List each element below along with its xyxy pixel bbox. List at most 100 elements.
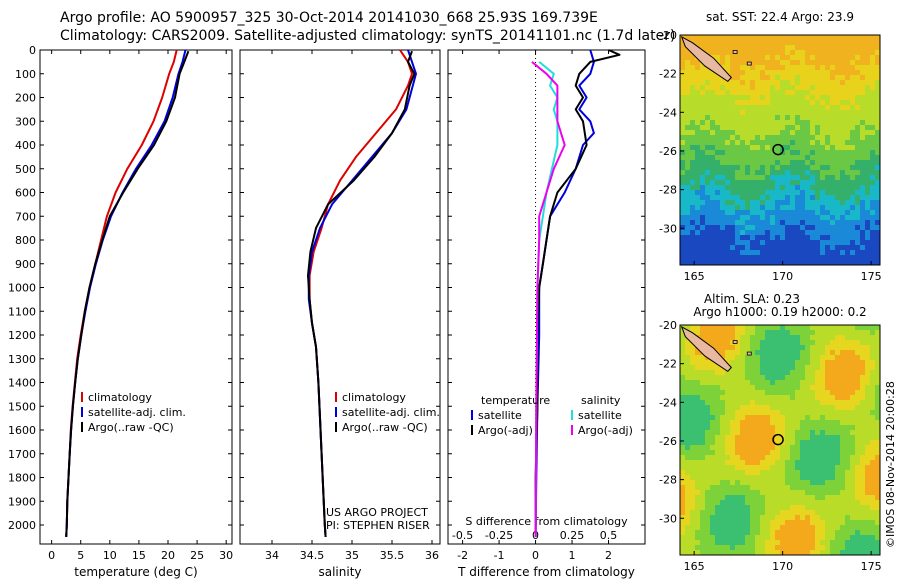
series-line	[531, 61, 566, 537]
x-tick-label: 35	[345, 549, 359, 562]
map-cell	[855, 235, 860, 240]
map-cell	[695, 195, 700, 200]
map-cell	[720, 115, 725, 120]
map-cell	[770, 90, 775, 95]
map-cell	[700, 405, 705, 410]
map-cell	[755, 260, 760, 265]
map-cell	[770, 180, 775, 185]
y-tick-label: 500	[15, 163, 36, 176]
map-cell	[775, 195, 780, 200]
map-cell	[760, 235, 765, 240]
map-cell	[760, 460, 765, 465]
map-cell	[815, 180, 820, 185]
map-cell	[865, 390, 870, 395]
map-cell	[725, 130, 730, 135]
map-cell	[745, 195, 750, 200]
map-cell	[795, 250, 800, 255]
map-y-tick-label: -24	[659, 396, 677, 409]
map-cell	[815, 540, 820, 545]
map-cell	[770, 35, 775, 40]
map-cell	[725, 215, 730, 220]
map-cell	[695, 375, 700, 380]
map-cell	[785, 140, 790, 145]
map-cell	[815, 210, 820, 215]
map-cell	[780, 130, 785, 135]
map-cell	[865, 170, 870, 175]
map-cell	[705, 430, 710, 435]
map-cell	[780, 60, 785, 65]
map-cell	[750, 495, 755, 500]
map-cell	[715, 385, 720, 390]
map-cell	[840, 110, 845, 115]
map-cell	[840, 465, 845, 470]
map-cell	[755, 540, 760, 545]
map-cell	[770, 45, 775, 50]
map-cell	[830, 240, 835, 245]
map-cell	[835, 230, 840, 235]
map-cell	[825, 500, 830, 505]
map-cell	[815, 445, 820, 450]
map-cell	[790, 35, 795, 40]
map-cell	[700, 195, 705, 200]
map-cell	[680, 140, 685, 145]
map-cell	[780, 230, 785, 235]
map-cell	[715, 470, 720, 475]
map-cell	[860, 440, 865, 445]
map-cell	[780, 45, 785, 50]
map-cell	[815, 170, 820, 175]
map-cell	[860, 130, 865, 135]
map-cell	[685, 85, 690, 90]
map-cell	[755, 135, 760, 140]
map-cell	[795, 255, 800, 260]
map-cell	[855, 35, 860, 40]
map-cell	[835, 110, 840, 115]
map-cell	[840, 395, 845, 400]
map-cell	[825, 200, 830, 205]
map-cell	[735, 175, 740, 180]
map-cell	[875, 485, 880, 490]
map-cell	[770, 470, 775, 475]
map-cell	[735, 125, 740, 130]
map-cell	[750, 535, 755, 540]
map-cell	[835, 160, 840, 165]
map-cell	[735, 445, 740, 450]
map-cell	[720, 185, 725, 190]
map-cell	[785, 355, 790, 360]
map-cell	[790, 330, 795, 335]
map-cell	[785, 375, 790, 380]
map-cell	[810, 75, 815, 80]
map-cell	[760, 60, 765, 65]
map-cell	[840, 105, 845, 110]
map-cell	[800, 100, 805, 105]
map-cell	[795, 340, 800, 345]
map-cell	[785, 250, 790, 255]
map-cell	[860, 185, 865, 190]
map-cell	[775, 440, 780, 445]
map-cell	[850, 210, 855, 215]
map-cell	[860, 485, 865, 490]
map-cell	[755, 120, 760, 125]
map-cell	[680, 55, 685, 60]
map-cell	[810, 115, 815, 120]
map-cell	[845, 520, 850, 525]
map-cell	[725, 540, 730, 545]
map-cell	[700, 410, 705, 415]
map-cell	[800, 450, 805, 455]
map-cell	[815, 410, 820, 415]
map-cell	[850, 425, 855, 430]
map-cell	[850, 160, 855, 165]
map-cell	[725, 235, 730, 240]
map-cell	[755, 100, 760, 105]
map-cell	[755, 85, 760, 90]
map-cell	[855, 95, 860, 100]
map-cell	[805, 330, 810, 335]
map-cell	[785, 55, 790, 60]
map-cell	[740, 130, 745, 135]
map-cell	[760, 185, 765, 190]
map-cell	[870, 235, 875, 240]
map-cell	[765, 145, 770, 150]
map-cell	[780, 185, 785, 190]
map-cell	[760, 240, 765, 245]
map-cell	[695, 210, 700, 215]
map-cell	[825, 340, 830, 345]
